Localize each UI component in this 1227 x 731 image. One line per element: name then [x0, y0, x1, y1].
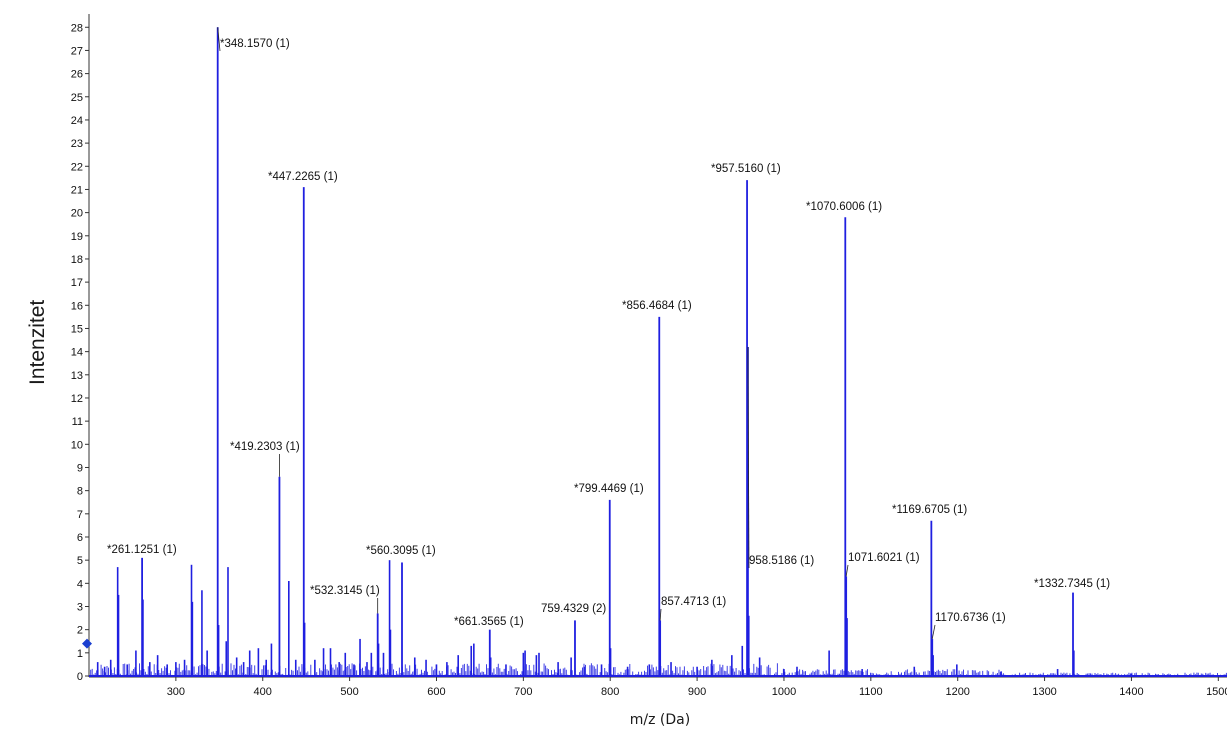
y-tick-label: 0 [77, 671, 83, 683]
peak-label: *532.3145 (1) [310, 585, 380, 597]
peak-label: *560.3095 (1) [366, 545, 436, 557]
x-tick-label: 1500 [1206, 686, 1227, 698]
label-leader [217, 27, 221, 52]
y-tick-label: 16 [71, 300, 83, 312]
y-tick-label: 23 [71, 138, 83, 150]
y-tick-label: 8 [77, 486, 83, 498]
y-tick-label: 6 [77, 532, 83, 544]
y-tick-label: 22 [71, 161, 83, 173]
peak-label: *419.2303 (1) [230, 441, 300, 453]
x-tick-label: 600 [427, 686, 445, 698]
label-leader [931, 624, 936, 640]
baseline-noise [89, 663, 1227, 677]
peak-label: 759.4329 (2) [541, 603, 606, 615]
y-tick-label: 28 [71, 22, 83, 34]
y-tick-label: 24 [71, 115, 83, 127]
x-tick-label: 1100 [859, 686, 883, 698]
y-tick-label: 20 [71, 208, 83, 220]
y-tick-label: 12 [71, 393, 83, 405]
y-axis-label: Intenzitet [26, 299, 49, 385]
x-tick-label: 500 [340, 686, 358, 698]
y-tick-label: 3 [77, 601, 83, 613]
diamond-marker-icon [82, 638, 92, 649]
y-tick-label: 17 [71, 277, 83, 289]
y-tick-label: 4 [77, 578, 83, 590]
peak-label: *1332.7345 (1) [1034, 578, 1110, 590]
peak-label: *957.5160 (1) [711, 163, 781, 175]
x-tick-label: 900 [688, 686, 706, 698]
x-tick-label: 1000 [772, 686, 796, 698]
peak-label: 857.4713 (1) [661, 596, 726, 608]
y-tick-label: 19 [71, 231, 83, 243]
peak-label: 1170.6736 (1) [935, 612, 1006, 624]
y-tick-label: 1 [77, 648, 83, 660]
peak-label: *799.4469 (1) [574, 483, 644, 495]
peak-label: *447.2265 (1) [268, 171, 338, 183]
peak-label: *1169.6705 (1) [892, 504, 967, 516]
x-axis-label: m/z (Da) [629, 712, 691, 728]
x-tick-label: 1200 [945, 686, 969, 698]
y-tick-label: 9 [77, 462, 83, 474]
peak-label: 958.5186 (1) [749, 555, 814, 567]
y-tick-label: 27 [71, 45, 83, 57]
y-tick-label: 7 [77, 509, 83, 521]
x-tick-label: 1300 [1032, 686, 1056, 698]
peak-label: *856.4684 (1) [622, 300, 692, 312]
x-tick-label: 800 [601, 686, 619, 698]
x-tick-label: 700 [514, 686, 532, 698]
y-tick-label: 5 [77, 555, 83, 567]
y-tick-label: 25 [71, 92, 83, 104]
label-leader [747, 346, 750, 569]
x-tick-label: 1400 [1119, 686, 1143, 698]
peak-label: *1070.6006 (1) [806, 201, 882, 213]
peak-labels: *261.1251 (1) *348.1570 (1) *419.2303 (1) *… [107, 27, 1110, 640]
peak-label: 1071.6021 (1) [848, 552, 920, 564]
peak-label: *261.1251 (1) [107, 544, 177, 556]
peaks [96, 27, 1133, 676]
peak-label: *348.1570 (1) [220, 38, 290, 50]
axes: 0123456789101112131415161718192021222324… [71, 14, 1227, 698]
y-tick-label: 13 [71, 370, 83, 382]
y-tick-label: 10 [71, 439, 83, 451]
y-tick-label: 26 [71, 69, 83, 81]
y-tick-label: 2 [77, 625, 83, 637]
y-tick-label: 18 [71, 254, 83, 266]
x-tick-label: 400 [254, 686, 272, 698]
peak-label: *661.3565 (1) [454, 616, 524, 628]
x-tick-label: 300 [167, 686, 185, 698]
y-tick-label: 21 [71, 184, 83, 196]
y-tick-label: 15 [71, 323, 83, 335]
origin-marker [82, 638, 92, 649]
label-leader [659, 608, 662, 621]
label-leader [845, 564, 849, 577]
y-tick-label: 14 [71, 347, 83, 359]
y-tick-label: 11 [72, 416, 83, 428]
